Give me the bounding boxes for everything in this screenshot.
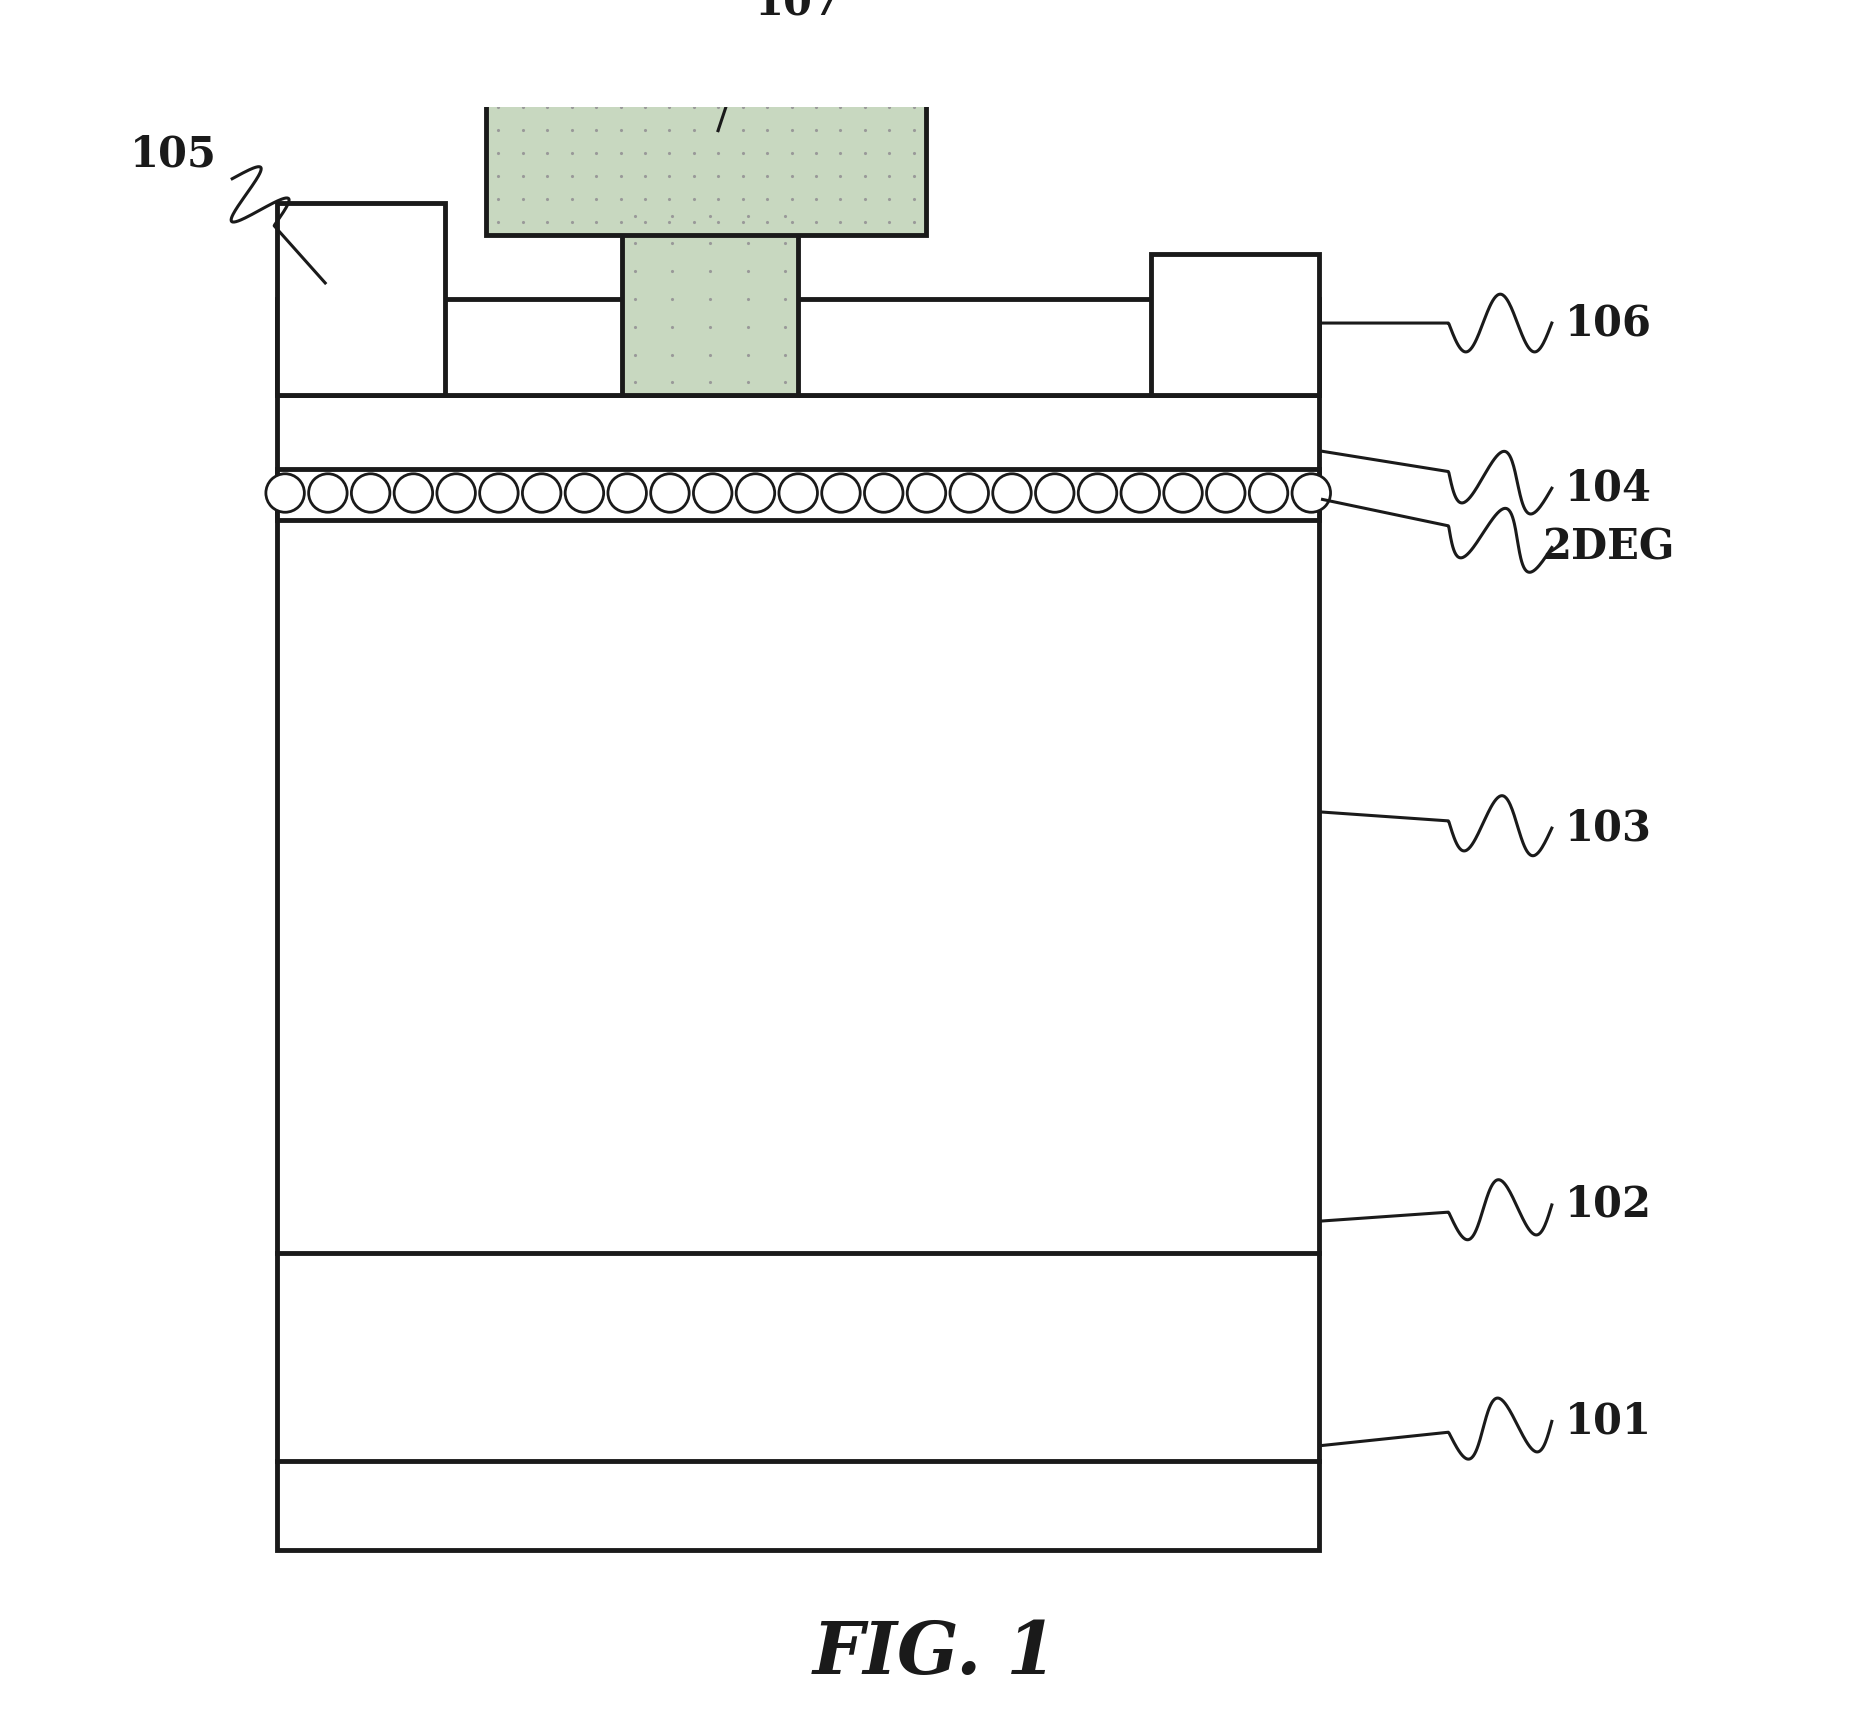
- Circle shape: [865, 474, 903, 513]
- Bar: [1151, 255, 1320, 395]
- Bar: [277, 299, 1320, 395]
- Circle shape: [736, 474, 774, 513]
- Circle shape: [1121, 474, 1159, 513]
- Circle shape: [564, 474, 604, 513]
- Bar: [486, 94, 927, 234]
- Bar: [277, 469, 1320, 520]
- Text: FIG. 1: FIG. 1: [813, 1618, 1056, 1689]
- Text: 102: 102: [1564, 1183, 1652, 1226]
- Text: 105: 105: [129, 133, 217, 176]
- Circle shape: [437, 474, 475, 513]
- Circle shape: [992, 474, 1032, 513]
- Circle shape: [607, 474, 647, 513]
- Circle shape: [308, 474, 348, 513]
- Circle shape: [394, 474, 432, 513]
- Circle shape: [949, 474, 989, 513]
- Circle shape: [650, 474, 690, 513]
- Circle shape: [523, 474, 561, 513]
- Bar: [277, 395, 1320, 1549]
- Circle shape: [1035, 474, 1075, 513]
- Bar: [277, 203, 445, 395]
- Circle shape: [822, 474, 860, 513]
- Circle shape: [1248, 474, 1288, 513]
- Circle shape: [906, 474, 946, 513]
- Circle shape: [1164, 474, 1202, 513]
- Circle shape: [351, 474, 391, 513]
- Text: 104: 104: [1564, 467, 1652, 510]
- Text: 106: 106: [1564, 303, 1652, 344]
- Text: 107: 107: [755, 0, 841, 24]
- Circle shape: [265, 474, 305, 513]
- Circle shape: [1078, 474, 1118, 513]
- Circle shape: [693, 474, 733, 513]
- Circle shape: [480, 474, 518, 513]
- Circle shape: [779, 474, 817, 513]
- Text: 2DEG: 2DEG: [1542, 527, 1675, 568]
- Bar: [622, 203, 798, 395]
- Text: 101: 101: [1564, 1400, 1652, 1443]
- Text: 103: 103: [1564, 807, 1652, 850]
- Circle shape: [1207, 474, 1245, 513]
- Circle shape: [1291, 474, 1331, 513]
